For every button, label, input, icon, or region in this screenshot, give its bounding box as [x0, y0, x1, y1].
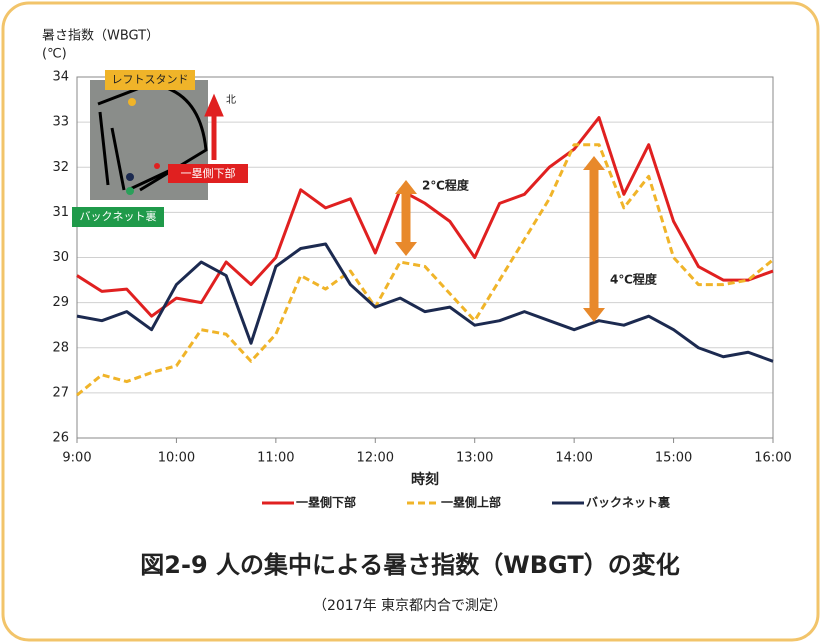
stand-outline: [98, 111, 176, 192]
y-axis-unit: (℃): [42, 47, 67, 62]
label-box: [72, 207, 164, 227]
series-line: [76, 116, 774, 318]
legend-label: 一塁側下部: [296, 495, 356, 510]
label-box: [168, 164, 248, 183]
x-tick-label: 13:00: [456, 451, 493, 466]
legend-label: バックネット裏: [586, 495, 671, 510]
north-arrow: [204, 93, 224, 160]
x-tick-label: 10:00: [158, 451, 195, 466]
annotation: 2℃程度: [422, 178, 470, 193]
label-box: [105, 70, 195, 90]
chart-title: 図2-9 人の集中による暑さ指数（WBGT）の変化: [140, 551, 679, 579]
x-tick-label: 9:00: [62, 451, 91, 466]
y-tick-label: 34: [52, 70, 69, 85]
map-label: 一塁側下部: [181, 166, 236, 180]
y-axis-label: 暑さ指数（WBGT）: [42, 29, 159, 44]
series-line: [76, 242, 774, 363]
x-tick-label: 12:00: [357, 451, 394, 466]
x-tick-label: 14:00: [555, 451, 592, 466]
marker: [128, 98, 136, 106]
y-tick-label: 33: [52, 115, 69, 130]
plot-border: [76, 76, 774, 439]
chart-subtitle: （2017年 東京都内合で測定）: [313, 598, 507, 614]
y-tick-label: 28: [52, 340, 69, 355]
x-tick-label: 11:00: [257, 451, 294, 466]
map-label: 北: [226, 94, 236, 106]
marker: [154, 163, 160, 169]
y-tick-label: 29: [52, 295, 69, 310]
marker: [126, 173, 134, 181]
legend-label: 一塁側上部: [441, 495, 501, 510]
y-tick-label: 32: [52, 160, 69, 175]
x-tick-label: 15:00: [655, 451, 692, 466]
marker: [126, 187, 134, 195]
map-inset: レフトスタンド 一塁側下部 バックネット裏 北: [72, 70, 248, 227]
y-tick-label: 30: [52, 250, 69, 265]
y-tick-label: 26: [52, 431, 69, 446]
series-line: [76, 143, 774, 397]
x-axis-label: 時刻: [411, 471, 439, 488]
map-label: バックネット裏: [80, 209, 157, 223]
y-tick-label: 31: [52, 205, 69, 220]
y-tick-label: 27: [52, 385, 69, 400]
map-label: レフトスタンド: [112, 73, 189, 86]
annotation: 4℃程度: [610, 272, 658, 287]
x-tick-label: 16:00: [754, 451, 791, 466]
